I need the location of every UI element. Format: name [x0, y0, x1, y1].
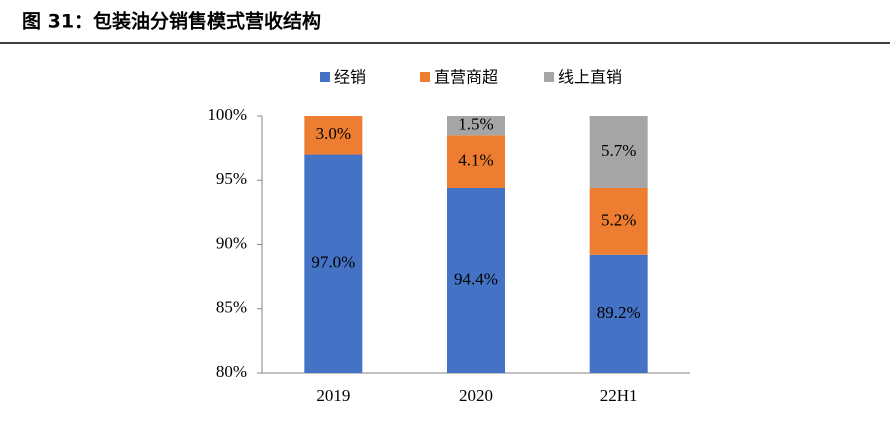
bar-segment — [304, 116, 363, 155]
bar-segment — [447, 116, 505, 136]
y-tick-label: 80% — [216, 362, 247, 381]
legend-swatch — [420, 72, 430, 82]
legend-swatch — [320, 72, 330, 82]
value-label: 5.7% — [601, 141, 636, 160]
y-tick-label: 90% — [216, 233, 247, 252]
legend-label: 直营商超 — [434, 68, 498, 87]
y-tick-label: 95% — [216, 169, 247, 188]
y-tick-label: 100% — [207, 105, 247, 124]
chart-title: 图 31：包装油分销售模式营收结构 — [22, 10, 321, 33]
x-tick-label: 2020 — [459, 386, 493, 405]
value-label: 97.0% — [311, 253, 355, 272]
bar-segment — [447, 187, 505, 373]
bar-segment — [589, 187, 648, 255]
legend-label: 线上直销 — [558, 68, 622, 87]
value-label: 89.2% — [597, 303, 641, 322]
value-label: 5.2% — [601, 210, 636, 229]
bar-segment — [589, 116, 648, 188]
x-tick-label: 2019 — [316, 386, 350, 405]
bar-segment — [447, 135, 505, 188]
value-label: 1.5% — [458, 115, 493, 134]
value-label: 4.1% — [458, 151, 493, 170]
bar-segment — [589, 254, 648, 373]
value-label: 94.4% — [454, 269, 498, 288]
legend-label: 经销 — [334, 68, 366, 87]
legend-swatch — [544, 72, 554, 82]
y-tick-label: 85% — [216, 298, 247, 317]
bar-segment — [304, 154, 363, 373]
x-tick-label: 22H1 — [600, 386, 638, 405]
value-label: 3.0% — [316, 124, 351, 143]
